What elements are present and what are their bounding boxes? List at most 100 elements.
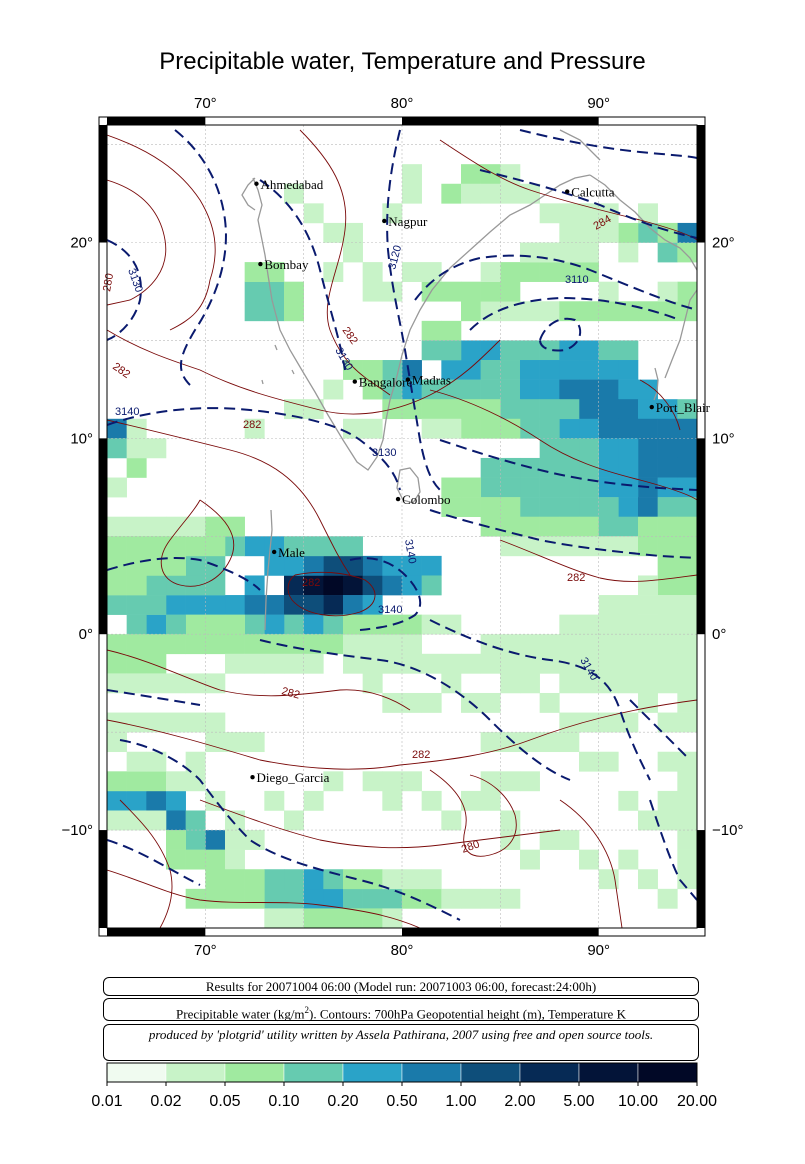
water-cell	[343, 222, 363, 243]
water-cell	[480, 497, 501, 518]
frame-bar-top	[402, 117, 599, 125]
water-cell	[343, 614, 363, 635]
water-cell	[638, 203, 658, 224]
water-cell	[441, 340, 462, 361]
water-cell	[126, 810, 147, 831]
water-cell	[362, 360, 383, 380]
results-info-box: Results for 20071004 06:00 (Model run: 2…	[103, 977, 699, 996]
water-cell	[657, 418, 678, 439]
water-cell	[500, 399, 521, 420]
water-cell	[264, 888, 285, 909]
temperature-contour	[160, 499, 235, 587]
water-cell	[284, 301, 304, 322]
water-cell	[520, 262, 540, 282]
water-cell	[362, 595, 383, 615]
water-cell	[244, 653, 265, 674]
water-cell	[382, 614, 403, 635]
water-cell	[677, 536, 697, 557]
water-cell	[441, 653, 462, 674]
water-cell	[539, 732, 560, 753]
water-cell	[126, 790, 147, 811]
water-cell	[618, 849, 639, 870]
water-cell	[598, 536, 619, 557]
water-cell	[323, 908, 344, 928]
water-cell	[598, 477, 619, 498]
water-cell	[500, 262, 521, 282]
water-cell	[559, 360, 580, 380]
water-cell	[500, 340, 521, 361]
geopotential-contour	[107, 839, 201, 886]
water-cell	[677, 712, 697, 733]
geopotential-contour	[107, 689, 201, 706]
water-cell	[500, 457, 521, 478]
water-cell	[146, 614, 167, 635]
water-cell	[244, 830, 265, 850]
frame-tick-bars	[99, 117, 705, 936]
graticule	[107, 125, 697, 928]
water-cell	[166, 712, 186, 733]
water-cell	[500, 732, 521, 753]
water-cell	[107, 653, 127, 674]
water-cell	[362, 555, 383, 576]
water-cell	[225, 888, 245, 909]
legend-swatch	[401, 1062, 462, 1083]
map-frame	[98, 116, 706, 937]
water-cell	[520, 242, 540, 263]
water-cell	[441, 320, 462, 341]
legend-label: 20.00	[677, 1093, 717, 1110]
water-cell	[500, 810, 521, 831]
water-cell	[284, 614, 304, 635]
water-cell	[362, 418, 383, 439]
water-cell	[520, 340, 540, 361]
water-cell	[539, 340, 560, 361]
city-dot	[352, 379, 357, 384]
axis-tick-labels: 70° 70° 80° 80° 90° 90° 20° 20° 10° 10° 0° 0° −10° −1…	[62, 95, 744, 959]
water-cell	[146, 790, 167, 811]
water-cell	[520, 536, 540, 557]
water-cell	[421, 399, 442, 420]
water-cell	[520, 301, 540, 322]
water-cell	[677, 830, 697, 850]
water-cell	[185, 712, 206, 733]
water-cell	[244, 418, 265, 439]
water-cell	[539, 379, 560, 400]
legend-swatch	[165, 1062, 226, 1083]
frame-bar-right	[697, 125, 705, 243]
temperature-label: 280	[101, 272, 116, 292]
water-cell	[461, 790, 481, 811]
geopotential-contour	[414, 254, 697, 311]
water-cell	[500, 164, 521, 185]
water-cell	[520, 497, 540, 518]
water-cell	[362, 908, 383, 928]
water-cell	[480, 183, 501, 204]
water-cell	[205, 732, 226, 753]
water-cell	[579, 849, 599, 870]
water-cell	[559, 399, 580, 420]
water-cell	[323, 555, 344, 576]
water-cell	[579, 262, 599, 282]
water-cell	[461, 360, 481, 380]
water-cell	[539, 399, 560, 420]
water-cell	[677, 516, 697, 537]
water-cell	[520, 849, 540, 870]
water-cell	[539, 830, 560, 850]
water-cell	[146, 771, 167, 792]
water-cell	[166, 575, 186, 596]
water-cell	[107, 477, 127, 498]
water-cell	[343, 653, 363, 674]
water-cell	[303, 575, 324, 596]
water-cell	[402, 399, 422, 420]
city-dot	[250, 774, 255, 780]
water-cell	[520, 183, 540, 204]
water-cell	[677, 692, 697, 713]
water-cell	[343, 242, 363, 263]
water-cell	[500, 673, 521, 694]
water-cell	[107, 634, 127, 655]
water-cell	[323, 614, 344, 635]
water-cell	[303, 790, 324, 811]
water-cell	[638, 457, 658, 478]
water-cell	[638, 810, 658, 831]
water-cell	[559, 634, 580, 655]
water-cell	[225, 595, 245, 615]
